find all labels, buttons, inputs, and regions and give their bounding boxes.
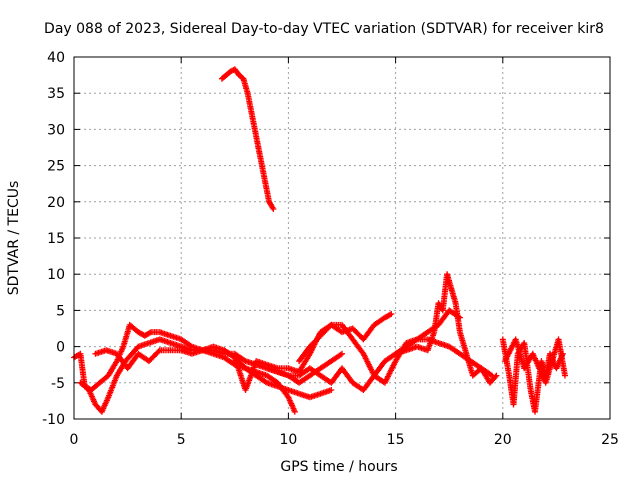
data-point [493,372,500,379]
data-point [155,348,162,355]
series-track-f [296,311,395,365]
data-point [328,387,335,393]
x-tick-label: 20 [494,432,512,448]
data-point [146,329,153,336]
y-tick-label: 5 [56,303,65,319]
data-point [388,311,395,317]
data-point [339,350,345,357]
y-tick-label: 25 [47,159,65,175]
y-tick-label: 30 [47,122,65,138]
series-track-i [501,336,568,386]
data-point [337,351,344,358]
y-tick-label: 40 [47,50,65,66]
data-point [492,373,499,380]
x-tick-label: 5 [177,432,186,448]
y-tick-label: 10 [47,267,65,283]
x-tick-label: 25 [601,432,619,448]
y-tick-label: -10 [42,412,65,428]
y-axis-label: SDTVAR / TECUs [6,181,22,296]
y-tick-label: 20 [47,195,65,211]
data-point [270,206,277,212]
data-point [291,408,298,415]
y-tick-label: 35 [47,86,65,102]
data-points [71,66,568,415]
y-tick-label: 15 [47,231,65,247]
y-tick-label: -5 [51,376,65,392]
x-tick-label: 15 [387,432,405,448]
x-axis-label: GPS time / hours [280,459,397,475]
chart-title: Day 088 of 2023, Sidereal Day-to-day VTE… [44,21,604,37]
data-point [562,372,568,379]
series-track-b [77,321,335,401]
y-tick-label: 0 [56,340,65,356]
series-high-arc [218,66,277,212]
tick-labels: 0 5 10 15 20 25 -10 -5 0 5 10 15 20 25 30 35 40 [42,50,619,448]
plot-frame [73,56,611,420]
series-track-g [392,271,500,386]
x-tick-label: 0 [70,432,79,448]
x-tick-label: 10 [279,432,297,448]
data-point [387,311,393,318]
grid [74,57,610,419]
